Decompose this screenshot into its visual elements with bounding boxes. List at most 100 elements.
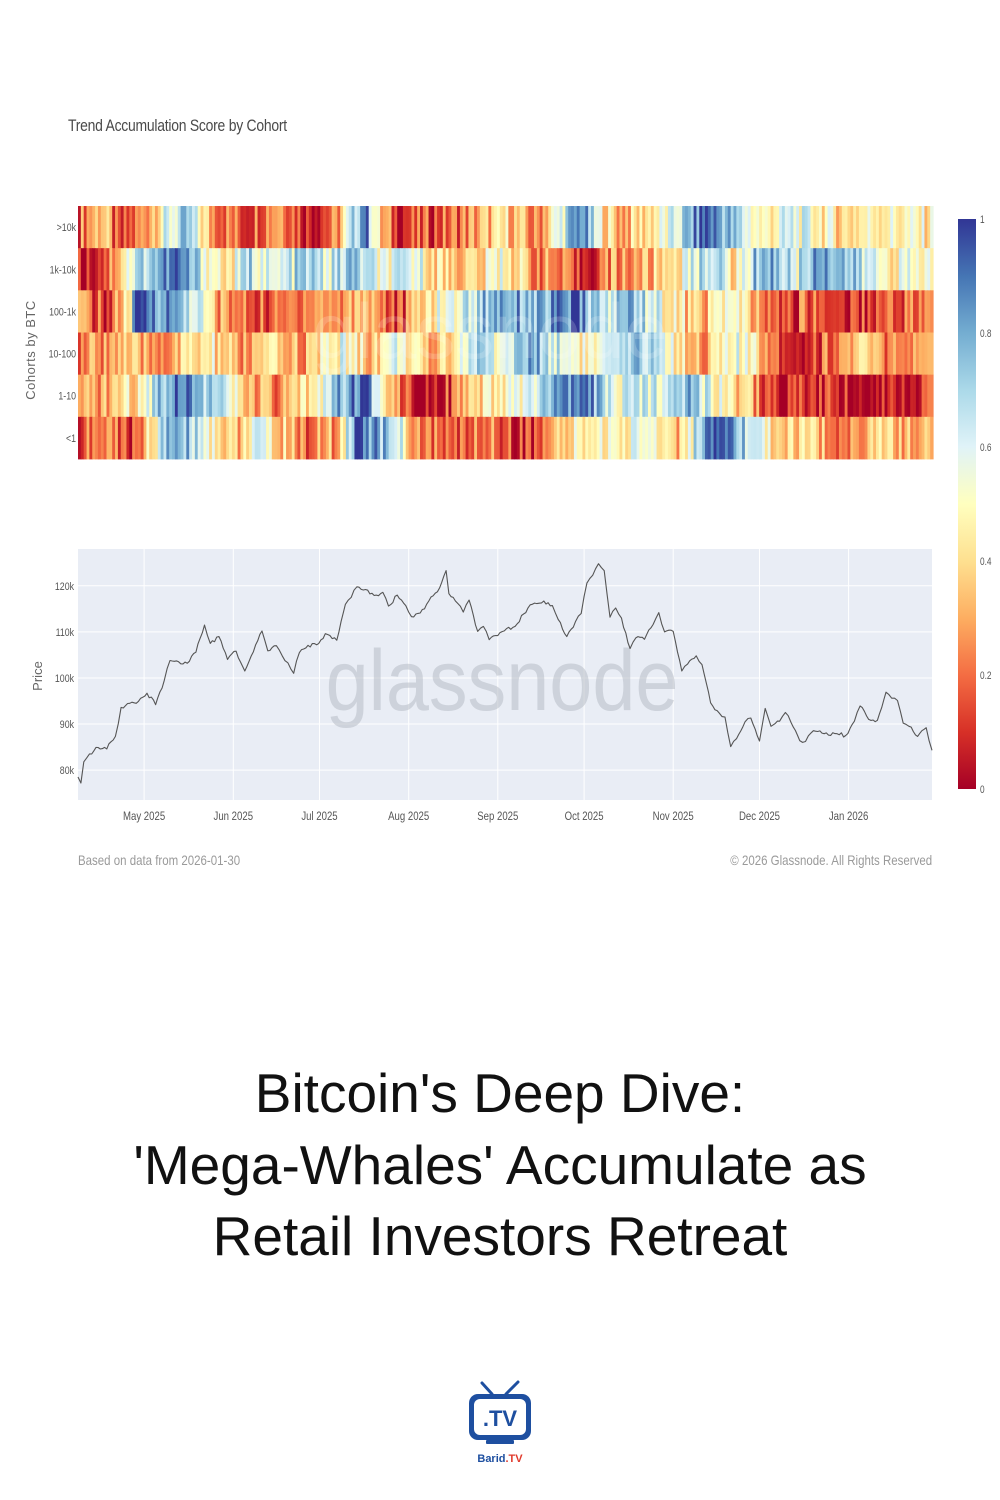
heatmap-cell xyxy=(707,206,712,249)
heatmap-cell xyxy=(274,332,279,376)
heatmap-cell xyxy=(106,416,110,460)
heatmap-cell xyxy=(271,416,276,460)
heatmap-cell xyxy=(625,248,629,291)
heatmap-cell xyxy=(260,248,264,291)
heatmap-cell xyxy=(901,206,906,249)
heatmap-cell xyxy=(838,206,843,249)
price-line xyxy=(77,563,933,784)
heatmap-cell xyxy=(542,374,546,418)
heatmap-cell xyxy=(770,248,774,291)
heatmap-cell xyxy=(257,290,261,333)
heatmap-cell xyxy=(112,206,116,249)
heatmap-cell xyxy=(129,332,133,376)
heatmap-cell xyxy=(408,332,413,376)
heatmap-cell xyxy=(414,416,418,460)
heatmap-cell xyxy=(841,332,846,376)
heatmap-cell xyxy=(770,416,774,460)
heatmap-cell xyxy=(115,374,119,418)
heatmap-cell xyxy=(123,206,128,249)
heatmap-cell xyxy=(288,416,293,460)
heatmap-cell xyxy=(599,332,603,376)
heatmap-cell xyxy=(468,206,472,249)
heatmap-cell xyxy=(516,290,521,333)
heatmap-cell xyxy=(856,290,860,333)
colorbar-tick-label: 0 xyxy=(980,784,985,796)
heatmap-cell xyxy=(742,374,746,418)
heatmap-cell xyxy=(864,248,869,291)
headline-line-1: Bitcoin's Deep Dive: xyxy=(254,1062,746,1124)
heatmap-cell xyxy=(365,248,370,291)
heatmap-cell xyxy=(183,416,187,460)
heatmap-cell xyxy=(582,248,586,291)
heatmap-cell xyxy=(365,332,370,376)
heatmap-cell xyxy=(220,290,224,333)
heatmap-cell xyxy=(918,290,923,333)
heatmap-cell xyxy=(442,248,447,291)
heatmap-cell xyxy=(257,374,261,418)
tv-icon: .TV xyxy=(469,1380,531,1444)
heatmap-cell xyxy=(280,416,284,460)
heatmap-cell xyxy=(901,416,906,460)
heatmap-cell xyxy=(112,248,116,291)
heatmap-cell xyxy=(750,248,755,291)
heatmap-cell xyxy=(169,332,173,376)
heatmap-cell xyxy=(793,248,797,291)
heatmap-cell xyxy=(343,290,347,333)
heatmap-cell xyxy=(599,374,603,418)
heatmap-cell xyxy=(895,206,900,249)
heatmap-cell xyxy=(357,332,361,376)
heatmap-cell xyxy=(596,290,601,333)
chart-area: Trend Accumulation Score by Cohort glass… xyxy=(23,116,992,868)
heatmap-cell xyxy=(371,290,375,333)
heatmap-cell xyxy=(160,374,165,418)
heatmap-cell xyxy=(793,206,797,249)
heatmap-cell xyxy=(579,416,584,460)
heatmap-cell xyxy=(260,374,264,418)
heatmap-cell xyxy=(263,416,267,460)
heatmap-cell xyxy=(240,290,244,333)
heatmap-cell xyxy=(685,416,689,460)
heatmap-cell xyxy=(870,374,874,418)
heatmap-cell xyxy=(405,206,410,249)
heatmap-cell xyxy=(873,206,877,249)
heatmap-cell xyxy=(519,416,524,460)
heatmap-cell xyxy=(870,290,874,333)
heatmap-cell xyxy=(397,332,401,376)
heatmap-cell xyxy=(821,290,826,333)
heatmap-cell xyxy=(913,206,917,249)
heatmap-cell xyxy=(117,416,122,460)
heatmap-cell xyxy=(522,374,527,418)
heatmap-cell xyxy=(268,290,273,333)
heatmap-cell xyxy=(477,248,481,291)
heatmap-cell xyxy=(548,374,552,418)
barid-tv-logo[interactable]: .TV Barid.TV xyxy=(462,1380,538,1470)
heatmap-cell xyxy=(656,374,660,418)
heatmap-cell xyxy=(930,206,934,249)
heatmap-cell xyxy=(930,374,934,418)
heatmap-cell xyxy=(756,248,760,291)
heatmap-cell xyxy=(226,206,230,249)
heatmap-cell xyxy=(895,332,900,376)
heatmap-cell xyxy=(143,290,147,333)
heatmap-cell xyxy=(211,248,216,291)
heatmap-row-0 xyxy=(78,206,934,249)
heatmap-cell xyxy=(277,206,281,249)
heatmap-cell xyxy=(137,374,142,418)
heatmap-cell xyxy=(454,374,458,418)
heatmap-cell xyxy=(918,374,923,418)
heatmap-cell xyxy=(499,416,504,460)
heatmap-cell xyxy=(385,248,390,291)
heatmap-cell xyxy=(257,416,261,460)
heatmap-cell xyxy=(482,416,487,460)
heatmap-cell xyxy=(274,248,279,291)
heatmap-cell xyxy=(582,332,586,376)
heatmap-cell xyxy=(642,374,646,418)
heatmap-cell xyxy=(391,332,395,376)
heatmap-cell xyxy=(203,206,207,249)
heatmap-cell xyxy=(819,416,823,460)
heatmap-cell xyxy=(140,416,145,460)
heatmap-cell xyxy=(266,416,270,460)
heatmap-cell xyxy=(377,206,381,249)
heatmap-cell xyxy=(713,206,717,249)
heatmap-cell xyxy=(830,290,834,333)
